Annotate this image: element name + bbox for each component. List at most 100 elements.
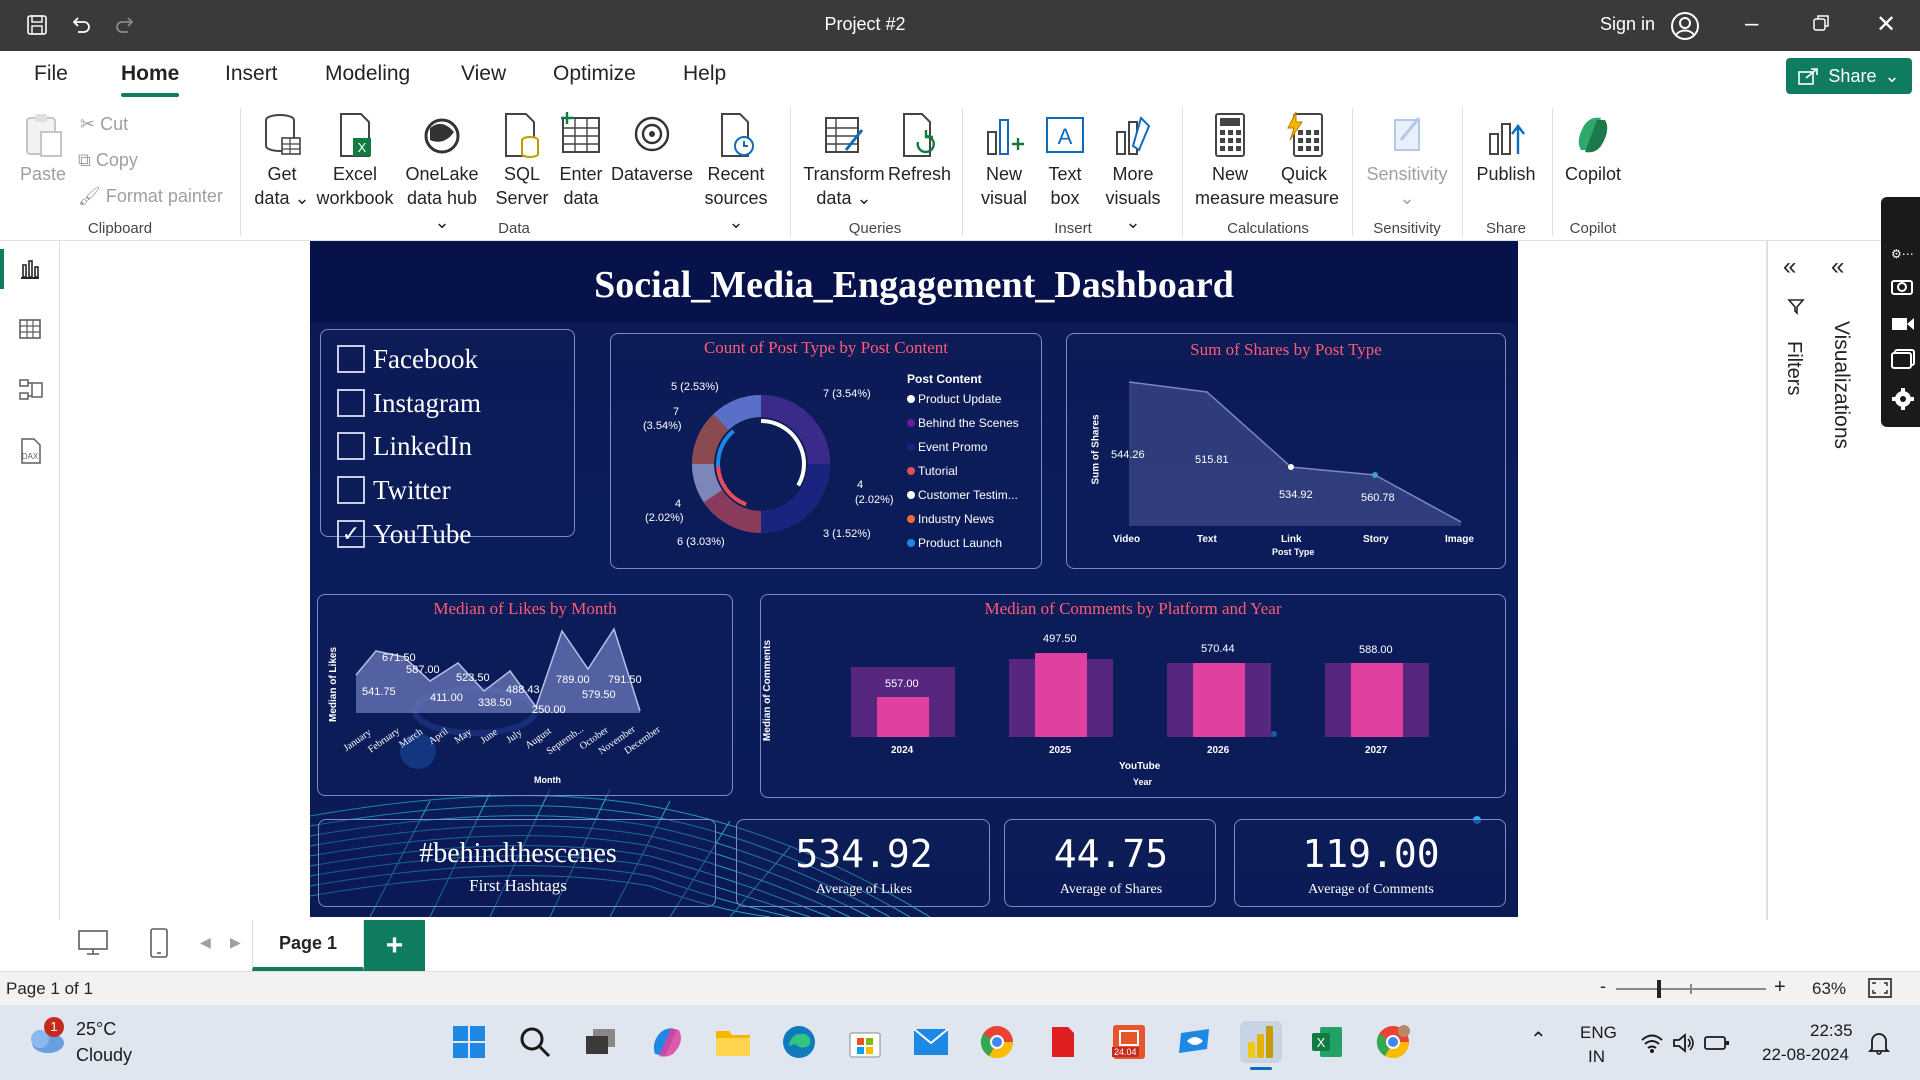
sign-in-link[interactable]: Sign in [1600, 14, 1656, 34]
clock-time[interactable]: 22:35 [1810, 1021, 1853, 1040]
shares-point[interactable] [1288, 464, 1294, 470]
battery-icon[interactable] [1704, 1035, 1730, 1056]
zoom-out-button[interactable]: - [1600, 976, 1606, 996]
checkbox-icon[interactable] [337, 345, 365, 373]
mail-icon[interactable] [910, 1021, 952, 1063]
likes-area-chart[interactable] [348, 621, 728, 731]
get-data-button[interactable]: Get data ⌄ [252, 110, 312, 210]
zoom-in-button[interactable]: + [1774, 976, 1786, 998]
excel-taskbar-icon[interactable]: X [1306, 1021, 1348, 1063]
donut-slice-industry[interactable] [692, 414, 729, 465]
menu-insert[interactable]: Insert [225, 62, 278, 85]
format-painter-button[interactable]: 🖌 Format painter [78, 186, 223, 206]
menu-optimize[interactable]: Optimize [553, 62, 636, 85]
model-view-icon[interactable] [18, 377, 44, 408]
minimize-icon[interactable]: – [1745, 10, 1759, 37]
comments-bar-chart[interactable] [761, 595, 1507, 799]
fit-to-page-icon[interactable] [1868, 978, 1892, 1003]
power-bi-icon[interactable] [1240, 1021, 1282, 1063]
page-tab-1[interactable]: Page 1 [252, 920, 364, 971]
shares-point[interactable] [1372, 472, 1378, 478]
close-icon[interactable]: ✕ [1876, 11, 1897, 38]
donut-slice-event-promo[interactable] [760, 463, 830, 533]
slicer-item-instagram[interactable]: Instagram [337, 386, 481, 420]
menu-file[interactable]: File [34, 62, 68, 85]
windows-start-icon[interactable] [448, 1021, 490, 1063]
comments-bar-2027[interactable] [1351, 663, 1403, 737]
publish-button[interactable]: Publish [1470, 110, 1542, 186]
volume-icon[interactable] [1672, 1033, 1696, 1058]
legend-item[interactable]: Customer Testim... [907, 488, 1019, 512]
dataverse-button[interactable]: Dataverse [610, 110, 694, 186]
legend-item[interactable]: Product Launch [907, 536, 1019, 560]
redo-icon[interactable] [110, 10, 140, 40]
slicer-item-facebook[interactable]: Facebook [337, 342, 478, 376]
scroll-right-icon[interactable]: ▶ [230, 934, 241, 950]
save-icon[interactable] [22, 10, 52, 40]
weather-temp[interactable]: 25°C [76, 1019, 117, 1039]
quick-measure-button[interactable]: Quick measure [1268, 110, 1340, 210]
donut-slice-customer[interactable] [692, 463, 723, 503]
new-visual-button[interactable]: New visual [976, 110, 1032, 210]
shares-area-chart[interactable] [1107, 374, 1487, 544]
legend-item[interactable]: Event Promo [907, 440, 1019, 464]
task-view-icon[interactable] [580, 1021, 622, 1063]
cut-button[interactable]: ✂ Cut [80, 114, 129, 134]
chrome-icon[interactable] [976, 1021, 1018, 1063]
expand-filters-icon[interactable]: « [1783, 253, 1797, 280]
donut-chart[interactable] [681, 384, 841, 544]
legend-item[interactable]: Product Update [907, 392, 1019, 416]
weather-condition[interactable]: Cloudy [76, 1045, 133, 1065]
legend-item[interactable]: Tutorial [907, 464, 1019, 488]
more-visuals-button[interactable]: More visuals ⌄ [1100, 110, 1166, 234]
enter-data-button[interactable]: Enter data [556, 110, 606, 210]
show-hidden-icons-chevron-icon[interactable]: ⌃ [1530, 1029, 1547, 1051]
calendar-app-icon[interactable]: 24.04 [1108, 1021, 1150, 1063]
donut-slice-behind-scenes[interactable] [760, 395, 830, 465]
remote-desktop-icon[interactable] [1174, 1021, 1216, 1063]
donut-slice-product-launch[interactable] [713, 395, 762, 431]
file-explorer-icon[interactable] [712, 1021, 754, 1063]
copilot-taskbar-icon[interactable] [646, 1021, 688, 1063]
menu-modeling[interactable]: Modeling [325, 62, 411, 85]
comments-bar-2026[interactable] [1193, 663, 1245, 737]
gear-icon[interactable] [1891, 387, 1915, 416]
settings-dots-icon[interactable]: ⚙⋯ [1891, 247, 1914, 261]
recent-sources-button[interactable]: Recent sources ⌄ [700, 110, 772, 234]
zoom-slider-thumb[interactable] [1657, 980, 1661, 998]
table-view-icon[interactable] [18, 317, 42, 346]
menu-view[interactable]: View [461, 62, 507, 85]
window-icon[interactable] [1891, 349, 1915, 374]
clock-date[interactable]: 22-08-2024 [1762, 1045, 1849, 1064]
text-box-button[interactable]: A Text box [1038, 110, 1092, 210]
dax-query-view-icon[interactable]: DAX [16, 437, 44, 470]
microsoft-store-icon[interactable] [844, 1021, 886, 1063]
comments-bar-2024[interactable] [877, 697, 929, 737]
restore-icon[interactable] [1812, 14, 1830, 37]
checkbox-icon[interactable] [337, 432, 365, 460]
weather-cloud-icon[interactable] [26, 1023, 66, 1060]
share-button[interactable]: Share ⌄ [1786, 58, 1912, 94]
filters-pane-label[interactable]: Filters [1783, 341, 1805, 396]
refresh-button[interactable]: Refresh [888, 110, 951, 186]
video-camera-icon[interactable] [1891, 315, 1915, 338]
menu-help[interactable]: Help [683, 62, 727, 85]
zoom-level[interactable]: 63% [1812, 979, 1847, 998]
scroll-left-icon[interactable]: ◀ [200, 934, 211, 950]
comments-bar-2025[interactable] [1035, 653, 1087, 737]
camera-icon[interactable] [1891, 277, 1913, 300]
slicer-item-twitter[interactable]: Twitter [337, 473, 451, 507]
legend-item[interactable]: Industry News [907, 512, 1019, 536]
acrobat-icon[interactable] [1042, 1021, 1084, 1063]
slicer-item-linkedin[interactable]: LinkedIn [337, 429, 472, 463]
slicer-item-youtube[interactable]: ✓ YouTube [337, 517, 471, 551]
input-language[interactable]: ENG [1580, 1023, 1617, 1042]
onelake-data-hub-button[interactable]: OneLake data hub ⌄ [398, 110, 486, 234]
copy-button[interactable]: ⧉ Copy [78, 150, 138, 170]
mobile-layout-icon[interactable] [150, 928, 168, 963]
sql-server-button[interactable]: SQL Server [494, 110, 550, 210]
input-region[interactable]: IN [1588, 1047, 1605, 1066]
desktop-layout-icon[interactable] [78, 930, 108, 961]
copilot-button[interactable]: Copilot [1558, 110, 1628, 186]
new-measure-button[interactable]: New measure [1194, 110, 1266, 210]
